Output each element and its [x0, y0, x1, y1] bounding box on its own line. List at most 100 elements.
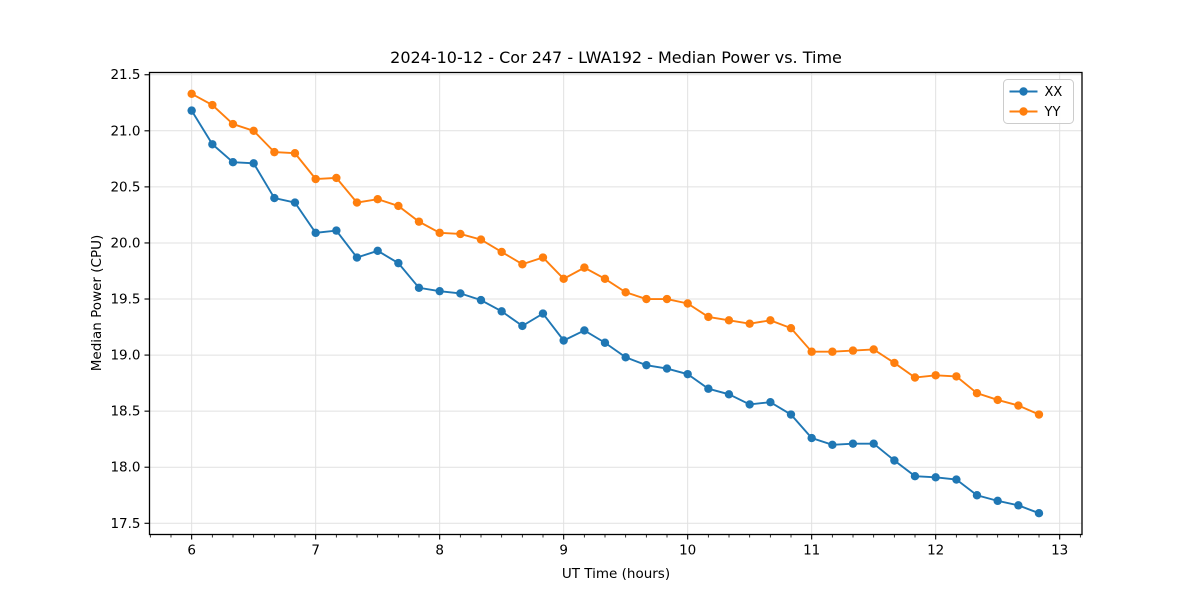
data-point-YY[interactable] [621, 288, 630, 297]
data-point-XX[interactable] [1034, 508, 1044, 518]
data-point-XX[interactable] [848, 439, 858, 448]
x-tick-label: 9 [559, 543, 568, 559]
data-point-YY[interactable] [724, 316, 734, 325]
data-point-XX[interactable] [290, 198, 300, 207]
data-point-XX[interactable] [332, 226, 341, 235]
data-point-XX[interactable] [497, 307, 506, 316]
data-point-XX[interactable] [435, 286, 444, 296]
data-point-YY[interactable] [848, 346, 858, 355]
data-point-XX[interactable] [1014, 501, 1023, 510]
data-point-YY[interactable] [931, 371, 940, 380]
y-tick-label: 21.5 [110, 67, 140, 83]
data-point-XX[interactable] [476, 295, 486, 305]
data-point-YY[interactable] [1034, 410, 1044, 419]
data-point-XX[interactable] [890, 456, 899, 465]
data-point-YY[interactable] [600, 274, 610, 284]
data-point-YY[interactable] [766, 316, 775, 325]
data-point-YY[interactable] [559, 274, 568, 284]
legend: XX YY [1003, 79, 1074, 124]
data-point-YY[interactable] [890, 358, 899, 368]
data-point-XX[interactable] [745, 400, 754, 409]
data-point-YY[interactable] [456, 229, 465, 239]
data-point-XX[interactable] [311, 228, 320, 238]
data-point-XX[interactable] [993, 496, 1002, 506]
x-tick-label: 13 [1051, 543, 1068, 559]
data-point-XX[interactable] [807, 433, 816, 443]
data-point-XX[interactable] [270, 193, 279, 203]
data-point-YY[interactable] [807, 347, 816, 356]
data-point-YY[interactable] [1014, 401, 1023, 410]
data-point-XX[interactable] [456, 289, 465, 298]
data-point-YY[interactable] [993, 395, 1002, 405]
data-point-XX[interactable] [373, 246, 382, 255]
y-axis-label: Median Power (CPU) [89, 234, 105, 372]
data-point-YY[interactable] [642, 294, 651, 304]
legend-box [1003, 79, 1074, 124]
data-point-YY[interactable] [497, 247, 506, 257]
data-point-XX[interactable] [786, 410, 796, 419]
data-point-XX[interactable] [828, 440, 837, 449]
data-point-XX[interactable] [249, 159, 258, 168]
data-point-YY[interactable] [435, 228, 444, 238]
data-point-XX[interactable] [352, 253, 362, 262]
data-point-YY[interactable] [414, 217, 424, 226]
data-point-XX[interactable] [621, 353, 630, 362]
data-point-YY[interactable] [476, 235, 486, 244]
data-point-XX[interactable] [580, 326, 589, 335]
data-point-XX[interactable] [228, 158, 238, 167]
data-point-XX[interactable] [538, 309, 548, 318]
series-line-XX [190, 110, 1040, 515]
data-point-YY[interactable] [828, 347, 837, 356]
data-point-XX[interactable] [187, 106, 196, 115]
data-point-YY[interactable] [910, 373, 920, 382]
data-point-XX[interactable] [931, 473, 940, 482]
legend-label: YY [1044, 105, 1061, 120]
data-point-XX[interactable] [208, 140, 217, 149]
data-point-YY[interactable] [311, 174, 320, 184]
y-tick-label: 20.0 [110, 235, 140, 251]
data-point-YY[interactable] [972, 389, 982, 398]
data-point-XX[interactable] [869, 439, 878, 448]
data-point-XX[interactable] [662, 364, 672, 373]
data-point-XX[interactable] [642, 360, 651, 370]
data-point-YY[interactable] [228, 119, 238, 129]
data-point-XX[interactable] [910, 471, 920, 481]
data-point-YY[interactable] [208, 100, 217, 110]
data-point-XX[interactable] [683, 369, 692, 379]
x-axis-label: UT Time (hours) [561, 566, 671, 582]
data-point-YY[interactable] [290, 149, 300, 158]
data-point-YY[interactable] [394, 201, 403, 211]
data-point-XX[interactable] [414, 283, 424, 293]
data-point-YY[interactable] [704, 312, 713, 322]
data-point-YY[interactable] [662, 294, 672, 304]
data-point-YY[interactable] [580, 263, 589, 272]
legend-item-XX[interactable]: XX [1009, 85, 1063, 100]
data-point-XX[interactable] [559, 336, 568, 345]
data-point-YY[interactable] [249, 126, 258, 136]
data-point-XX[interactable] [600, 338, 610, 347]
data-point-YY[interactable] [270, 147, 279, 157]
y-tick-label: 18.0 [110, 460, 140, 476]
data-point-XX[interactable] [972, 491, 982, 500]
data-point-XX[interactable] [704, 384, 713, 393]
data-point-YY[interactable] [332, 173, 341, 183]
data-point-YY[interactable] [745, 319, 754, 328]
legend-item-YY[interactable]: YY [1009, 105, 1061, 120]
data-point-YY[interactable] [352, 198, 362, 207]
data-point-YY[interactable] [952, 372, 961, 381]
data-point-XX[interactable] [394, 258, 403, 268]
data-point-YY[interactable] [187, 89, 196, 99]
data-point-YY[interactable] [869, 345, 878, 354]
data-point-YY[interactable] [518, 260, 527, 269]
data-point-YY[interactable] [786, 323, 796, 333]
y-tick-label: 18.5 [110, 404, 140, 420]
data-point-XX[interactable] [952, 475, 961, 484]
x-tick-label: 7 [311, 543, 320, 559]
data-point-YY[interactable] [538, 253, 548, 262]
data-point-YY[interactable] [373, 195, 382, 204]
data-point-XX[interactable] [518, 321, 527, 331]
data-point-XX[interactable] [724, 390, 734, 399]
data-point-XX[interactable] [766, 397, 775, 407]
data-point-YY[interactable] [683, 299, 692, 308]
